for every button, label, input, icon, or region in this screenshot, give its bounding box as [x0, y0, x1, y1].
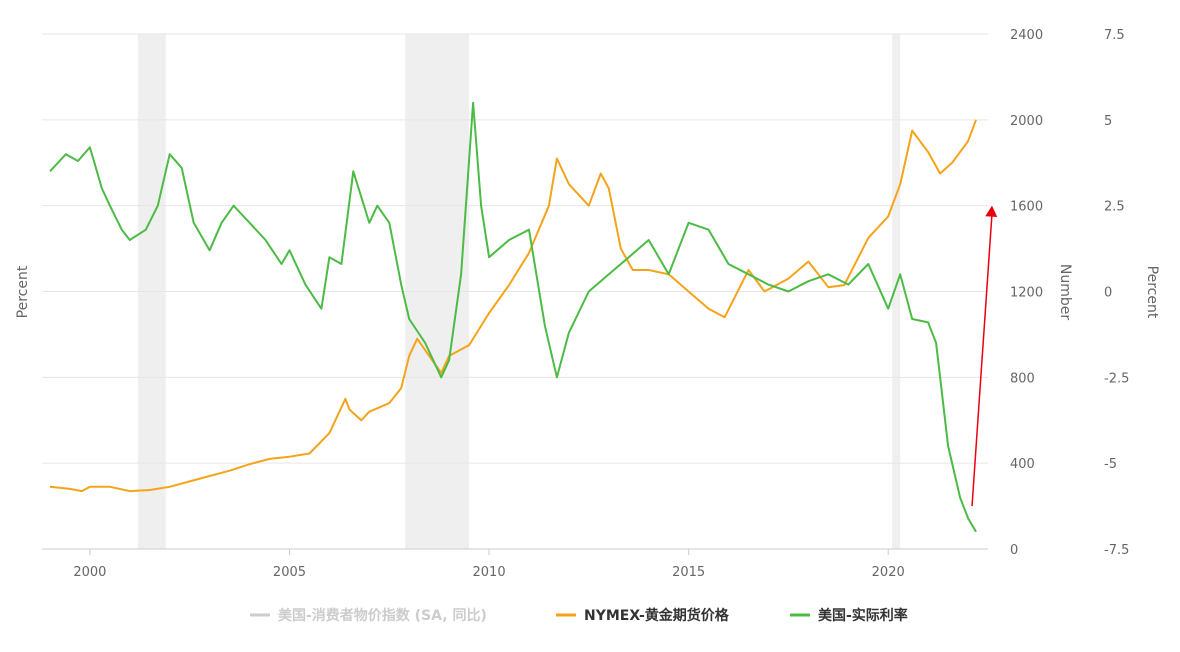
middle-axis-tick: 0	[1010, 543, 1018, 558]
grid-lines	[42, 33, 988, 464]
right-axis-tick: 7.5	[1104, 28, 1125, 43]
middle-axis-tick: 2400	[1010, 28, 1043, 43]
middle-axis-title: Number	[1057, 264, 1073, 320]
middle-axis-tick: 800	[1010, 371, 1035, 386]
series-lines	[49, 101, 977, 533]
x-axis-tick: 2010	[473, 565, 506, 580]
annotations	[971, 205, 998, 507]
x-axis-tick: 2000	[73, 565, 106, 580]
annotation-arrow-head	[985, 205, 998, 218]
legend-item[interactable]: NYMEX-黄金期货价格	[556, 607, 730, 624]
middle-axis-tick: 400	[1010, 457, 1035, 472]
x-axis-tick: 2015	[672, 565, 705, 580]
axes: 0 400 800 1200 1600 2000 2400 -7.5 -5 -2.5 0 2.5 5 7.…	[15, 28, 1160, 580]
legend-label: 美国-实际利率	[818, 607, 908, 624]
right-axis-title: Percent	[1144, 266, 1160, 319]
right-axis-tick: -7.5	[1104, 543, 1129, 558]
right-axis-tick: 2.5	[1104, 200, 1125, 215]
legend-item[interactable]: 美国-消费者物价指数 (SA, 同比)	[250, 607, 487, 624]
series-line-real-rate	[49, 101, 977, 533]
right-axis-tick: -2.5	[1104, 371, 1129, 386]
legend-label: 美国-消费者物价指数 (SA, 同比)	[278, 607, 487, 624]
legend-item[interactable]: 美国-实际利率	[790, 607, 908, 624]
legend[interactable]: 美国-消费者物价指数 (SA, 同比) NYMEX-黄金期货价格 美国-实际利率	[250, 607, 908, 624]
middle-axis-tick: 1200	[1010, 286, 1043, 301]
right-axis-tick: 0	[1104, 286, 1112, 301]
annotation-arrow-line	[971, 213, 993, 507]
x-axis-tick: 2020	[872, 565, 905, 580]
legend-label: NYMEX-黄金期货价格	[584, 607, 730, 624]
right-axis-tick: -5	[1104, 457, 1117, 472]
middle-axis-tick: 1600	[1010, 200, 1043, 215]
left-axis-title: Percent	[15, 265, 31, 318]
x-axis-tick: 2005	[273, 565, 306, 580]
series-line-gold	[49, 119, 977, 493]
right-axis-tick: 5	[1104, 114, 1112, 129]
middle-axis-tick: 2000	[1010, 114, 1043, 129]
